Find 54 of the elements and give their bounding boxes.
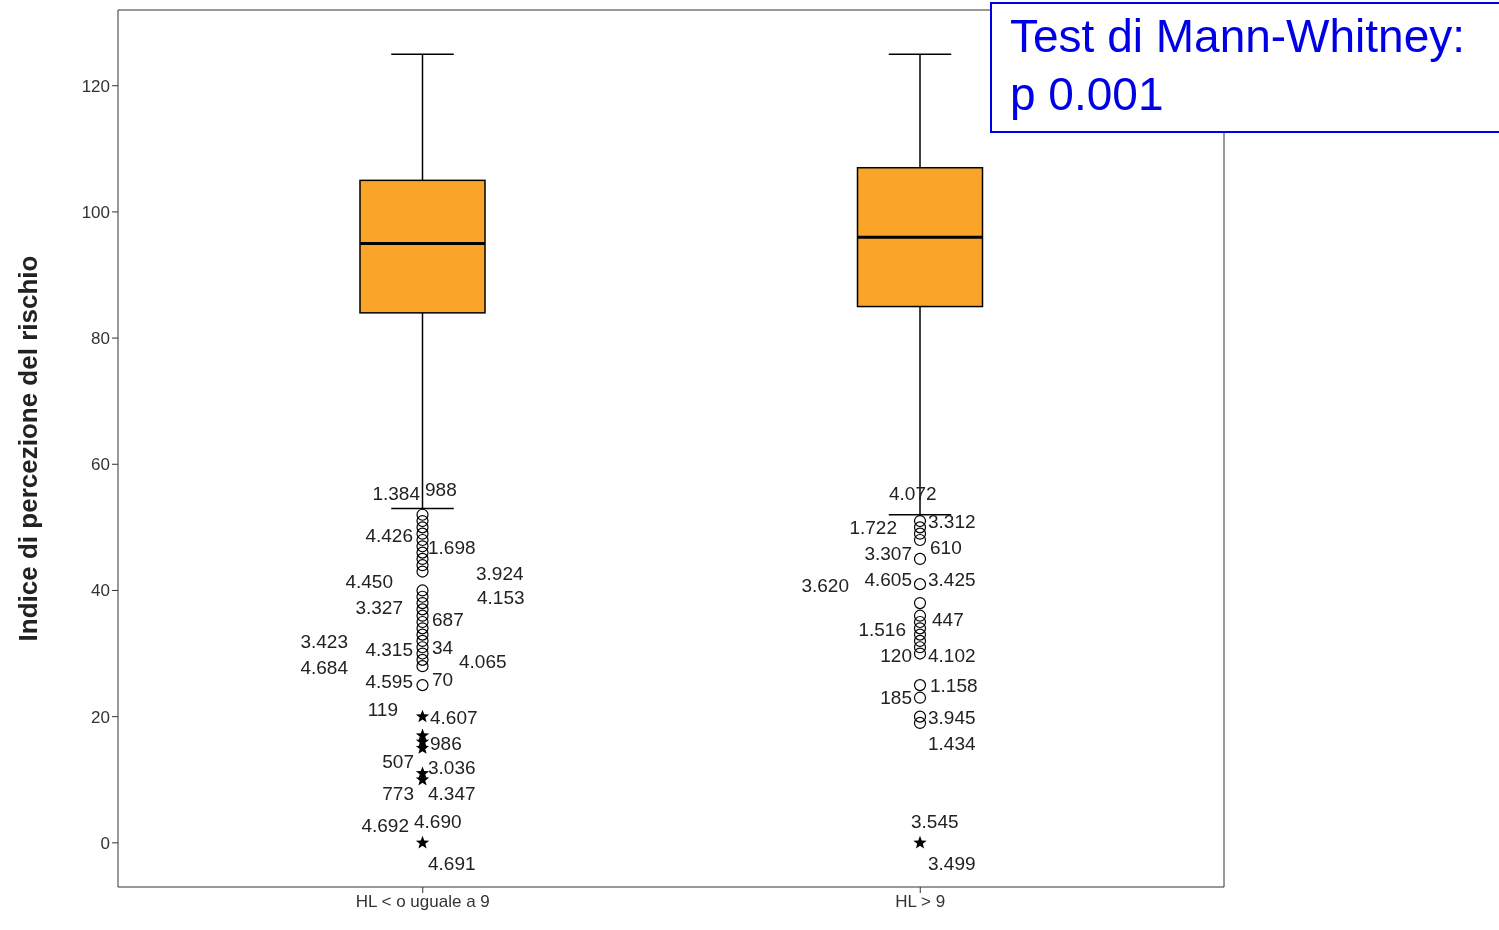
annotation: 988 bbox=[425, 478, 457, 500]
annotation: 3.499 bbox=[928, 852, 976, 874]
annotation: 1.698 bbox=[428, 536, 476, 558]
annotation: 4.153 bbox=[477, 586, 525, 608]
annotation: 4.347 bbox=[428, 782, 476, 804]
annotation: 4.450 bbox=[345, 570, 393, 592]
annotation: 4.605 bbox=[864, 568, 912, 590]
annotation: 1.722 bbox=[849, 516, 897, 538]
annotation: 3.620 bbox=[801, 574, 849, 596]
x-tick-label: HL < o uguale a 9 bbox=[355, 892, 490, 912]
annotation: 773 bbox=[382, 782, 414, 804]
annotation: 4.065 bbox=[459, 650, 507, 672]
y-tick-label: 60 bbox=[91, 455, 110, 475]
annotation: 4.690 bbox=[414, 810, 462, 832]
annotation: 119 bbox=[367, 698, 398, 720]
annotation: 4.595 bbox=[365, 670, 413, 692]
annotation: 507 bbox=[382, 750, 414, 772]
annotation: 4.102 bbox=[928, 644, 976, 666]
annotation: 4.684 bbox=[300, 656, 349, 678]
annotation: 3.312 bbox=[928, 510, 976, 532]
annotation: 447 bbox=[932, 608, 964, 630]
annotation: 120 bbox=[880, 644, 912, 666]
annotation: 687 bbox=[432, 608, 464, 630]
annotation: 185 bbox=[880, 686, 912, 708]
annotation: 3.307 bbox=[864, 542, 912, 564]
annotation: 4.691 bbox=[428, 852, 476, 874]
y-tick-label: 100 bbox=[81, 202, 110, 222]
annotation: 4.607 bbox=[430, 706, 478, 728]
annotation: 3.945 bbox=[928, 706, 976, 728]
annotation: 1.434 bbox=[928, 732, 976, 754]
annotation: 1.516 bbox=[858, 618, 906, 640]
x-tick-label: HL > 9 bbox=[895, 892, 946, 912]
y-tick-label: 20 bbox=[91, 707, 110, 727]
annotation: 4.315 bbox=[365, 638, 413, 660]
annotation: 1.384 bbox=[372, 482, 421, 504]
annotation: 4.426 bbox=[365, 524, 413, 546]
annotation: 3.545 bbox=[911, 810, 959, 832]
y-tick-label: 40 bbox=[91, 581, 110, 601]
annotation: 70 bbox=[432, 668, 454, 690]
y-axis-title: Indice di percezione del rischio bbox=[13, 255, 44, 642]
annotation: 3.327 bbox=[355, 596, 403, 618]
annotation: 3.924 bbox=[476, 562, 524, 584]
annotation: 34 bbox=[432, 636, 454, 658]
y-tick-label: 80 bbox=[91, 329, 110, 349]
annotation: 986 bbox=[430, 732, 462, 754]
y-tick-label: 120 bbox=[81, 76, 110, 96]
annotation: 3.423 bbox=[300, 630, 348, 652]
annotation: 1.158 bbox=[930, 674, 978, 696]
annotation: 4.692 bbox=[361, 814, 409, 836]
annotation: 3.425 bbox=[928, 568, 976, 590]
y-tick-label: 0 bbox=[100, 833, 110, 853]
annotation: Test di Mann-Whitney: p 0.001 bbox=[990, 2, 1499, 133]
annotation: 610 bbox=[930, 536, 962, 558]
annotation: 3.036 bbox=[428, 756, 476, 778]
